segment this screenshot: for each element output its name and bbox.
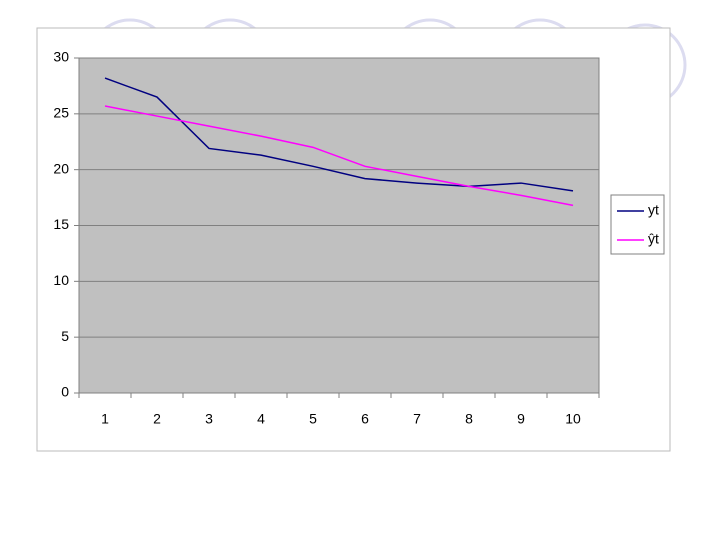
x-tick-label: 5 (309, 411, 317, 427)
y-tick-label: 0 (61, 384, 69, 400)
x-tick-label: 10 (565, 411, 581, 427)
series-line (104, 105, 574, 207)
series-group (104, 77, 574, 207)
x-tick-label: 8 (465, 411, 473, 427)
series-line (104, 77, 574, 192)
y-tick-label: 5 (61, 328, 69, 344)
y-tick-label: 10 (53, 272, 69, 288)
x-tick-label: 2 (153, 411, 161, 427)
x-tick-label: 4 (257, 411, 265, 427)
legend-label: ŷt (648, 231, 659, 247)
x-tick-label: 1 (101, 411, 109, 427)
x-tick-label: 6 (361, 411, 369, 427)
legend (610, 194, 665, 255)
grid (74, 57, 600, 398)
y-tick-label: 25 (53, 105, 69, 121)
x-tick-label: 3 (205, 411, 213, 427)
x-tick-label: 7 (413, 411, 421, 427)
legend-label: yt (648, 202, 659, 218)
x-tick-label: 9 (517, 411, 525, 427)
y-tick-label: 15 (53, 216, 69, 232)
y-tick-label: 20 (53, 160, 69, 176)
y-tick-label: 30 (53, 49, 69, 65)
